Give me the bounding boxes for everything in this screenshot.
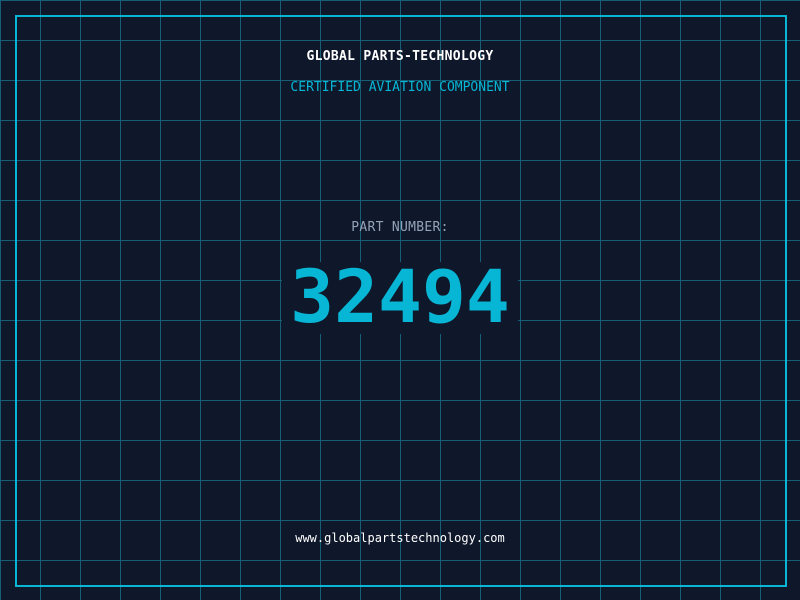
website-link[interactable]: www.globalpartstechnology.com [295,531,505,545]
part-number-label: PART NUMBER: [351,220,449,235]
border-frame [15,15,787,587]
part-number-value: 32494 [282,261,518,334]
certification-subtitle: CERTIFIED AVIATION COMPONENT [290,80,510,95]
part-number-container: 32494 [0,261,800,334]
company-title: GLOBAL PARTS-TECHNOLOGY [306,49,494,64]
